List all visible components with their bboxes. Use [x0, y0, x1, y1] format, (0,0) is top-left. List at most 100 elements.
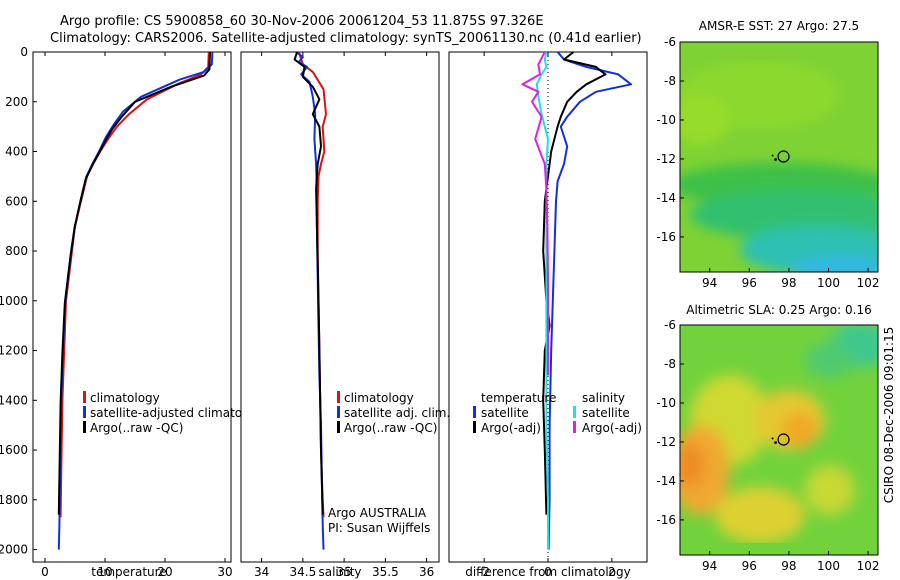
map-x-tick-label: 102: [857, 559, 880, 573]
map-y-tick-label: -16: [656, 230, 676, 244]
sst-heatmap-texture: [680, 60, 878, 272]
map-y-tick-label: -6: [664, 35, 676, 49]
legend-satellite-adj: satellite adj. clim.: [344, 406, 450, 420]
series-line-t-2: [57, 52, 211, 515]
x-tick-label: 35.5: [372, 565, 399, 579]
x-tick-label: 0: [544, 565, 552, 579]
salinity-panel: 34 34.5 35 35.5 36 salinity climatology sate…: [240, 51, 450, 579]
map-y-tick-label: -14: [656, 474, 676, 488]
y-tick-label: 200: [5, 95, 28, 109]
sla-map-panel: Altimetric SLA: 0.25 Argo: 0.16 94 96 98 10…: [656, 303, 879, 573]
sla-map-axes: 94 96 98 100 102 -6 -8 -10 -12 -14 -16: [656, 318, 879, 573]
legend-argo: Argo(..raw -QC): [344, 421, 437, 435]
temperature-x-ticks: 0 10 20 30: [41, 52, 233, 579]
map-y-tick-label: -12: [656, 435, 676, 449]
x-tick-label: 2: [608, 565, 616, 579]
salinity-plot-area: [240, 51, 440, 563]
x-tick-label: 30: [217, 565, 232, 579]
temperature-lines: [57, 52, 214, 550]
temperature-xlabel: temperature: [91, 565, 166, 579]
salinity-xlabel: salinity: [318, 565, 361, 579]
temperature-plot-area: [32, 51, 232, 563]
series-line-d-0: [547, 52, 632, 550]
temperature-legend: climatology satellite-adjusted climatolo…: [83, 391, 268, 435]
argo-track-dot: [774, 441, 777, 444]
y-tick-label: 400: [5, 145, 28, 159]
salinity-lines: [293, 52, 327, 550]
figure-title-line1: Argo profile: CS 5900858_60 30-Nov-2006 …: [60, 14, 544, 29]
legend-swatch-temp-argo: [473, 421, 476, 433]
x-tick-label: 0: [41, 565, 49, 579]
argo-position-circle: [777, 433, 790, 446]
annotation-pi: PI: Susan Wijffels: [328, 521, 430, 535]
sla-warm-patch: [782, 412, 818, 448]
legend-swatch-argo: [83, 421, 86, 433]
sla-heatmap-texture: [680, 325, 878, 543]
legend-swatch-sal-satellite: [573, 406, 576, 418]
difference-xlabel: difference from climatology: [465, 565, 631, 579]
sla-warm-patch: [805, 465, 855, 515]
y-tick-label: 1000: [0, 294, 28, 308]
legend-swatch-argo: [337, 421, 340, 433]
sst-map-title: AMSR-E SST: 27 Argo: 27.5: [699, 19, 859, 33]
map-y-tick-label: -6: [664, 318, 676, 332]
y-tick-label: 1600: [0, 443, 28, 457]
x-tick-label: 34.5: [290, 565, 317, 579]
series-line-d-3: [521, 52, 549, 376]
difference-legend: temperature satellite Argo(-adj) salinit…: [473, 391, 642, 435]
depth-ticks: 0 200 400 600 800 1000 1200 1400 1600 1800 2000: [0, 45, 37, 557]
x-tick-label: -2: [478, 565, 490, 579]
argo-track-dot: [771, 437, 774, 440]
legend-satellite-adjusted: satellite-adjusted climatology: [90, 406, 268, 420]
figure-title-line2: Climatology: CARS2006. Satellite-adjuste…: [50, 31, 642, 46]
sla-heatmap: [680, 325, 878, 555]
legend-swatch-climatology: [337, 391, 340, 403]
y-tick-label: 1400: [0, 393, 28, 407]
map-x-tick-label: 100: [817, 276, 840, 290]
sst-warm-patch: [680, 95, 730, 145]
legend-salinity-heading: salinity: [582, 391, 625, 405]
map-x-tick-label: 100: [817, 559, 840, 573]
legend-swatch-satellite: [83, 406, 86, 418]
y-tick-label: 1800: [0, 493, 28, 507]
x-tick-label: 35: [336, 565, 351, 579]
map-y-tick-label: -8: [664, 74, 676, 88]
legend-temp-satellite: satellite: [481, 406, 529, 420]
x-tick-label: 36: [419, 565, 434, 579]
x-tick-label: 20: [157, 565, 172, 579]
series-line-s-2: [293, 52, 324, 515]
y-tick-label: 0: [20, 45, 28, 59]
argo-track-dot: [774, 158, 777, 161]
y-tick-label: 600: [5, 194, 28, 208]
map-x-tick-label: 94: [702, 559, 717, 573]
map-x-tick-label: 98: [781, 276, 796, 290]
sst-cold-patch: [790, 254, 878, 272]
legend-climatology: climatology: [90, 391, 160, 405]
argo-position-marker: [771, 433, 790, 446]
map-x-tick-label: 96: [742, 276, 757, 290]
series-line-d-2: [535, 52, 549, 550]
map-y-tick-label: -10: [656, 113, 676, 127]
argo-track-dot: [771, 154, 774, 157]
sst-map-panel: AMSR-E SST: 27 Argo: 27.5 94 96 98 100 102 -6…: [656, 19, 879, 290]
map-x-tick-label: 96: [742, 559, 757, 573]
series-line-d-1: [542, 52, 607, 515]
legend-sal-satellite: satellite: [582, 406, 630, 420]
sst-map-axes: 94 96 98 100 102 -6 -8 -10 -12 -14 -16: [656, 35, 879, 290]
difference-x-ticks: -2 0 2: [478, 52, 616, 579]
legend-temperature-heading: temperature: [481, 391, 556, 405]
sla-warm-patch: [715, 487, 805, 543]
map-x-tick-label: 98: [781, 559, 796, 573]
map-y-tick-label: -12: [656, 152, 676, 166]
argo-position-circle: [777, 150, 790, 163]
legend-swatch-climatology: [83, 391, 86, 403]
salinity-legend: climatology satellite adj. clim. Argo(..…: [337, 391, 450, 435]
y-tick-label: 1200: [0, 344, 28, 358]
legend-climatology: climatology: [344, 391, 414, 405]
salinity-x-ticks: 34 34.5 35 35.5 36: [254, 52, 434, 579]
y-tick-label: 800: [5, 244, 28, 258]
difference-panel: -2 0 2 difference from climatology tempera…: [448, 51, 648, 579]
map-y-tick-label: -10: [656, 396, 676, 410]
sla-cool-patch: [805, 342, 855, 378]
